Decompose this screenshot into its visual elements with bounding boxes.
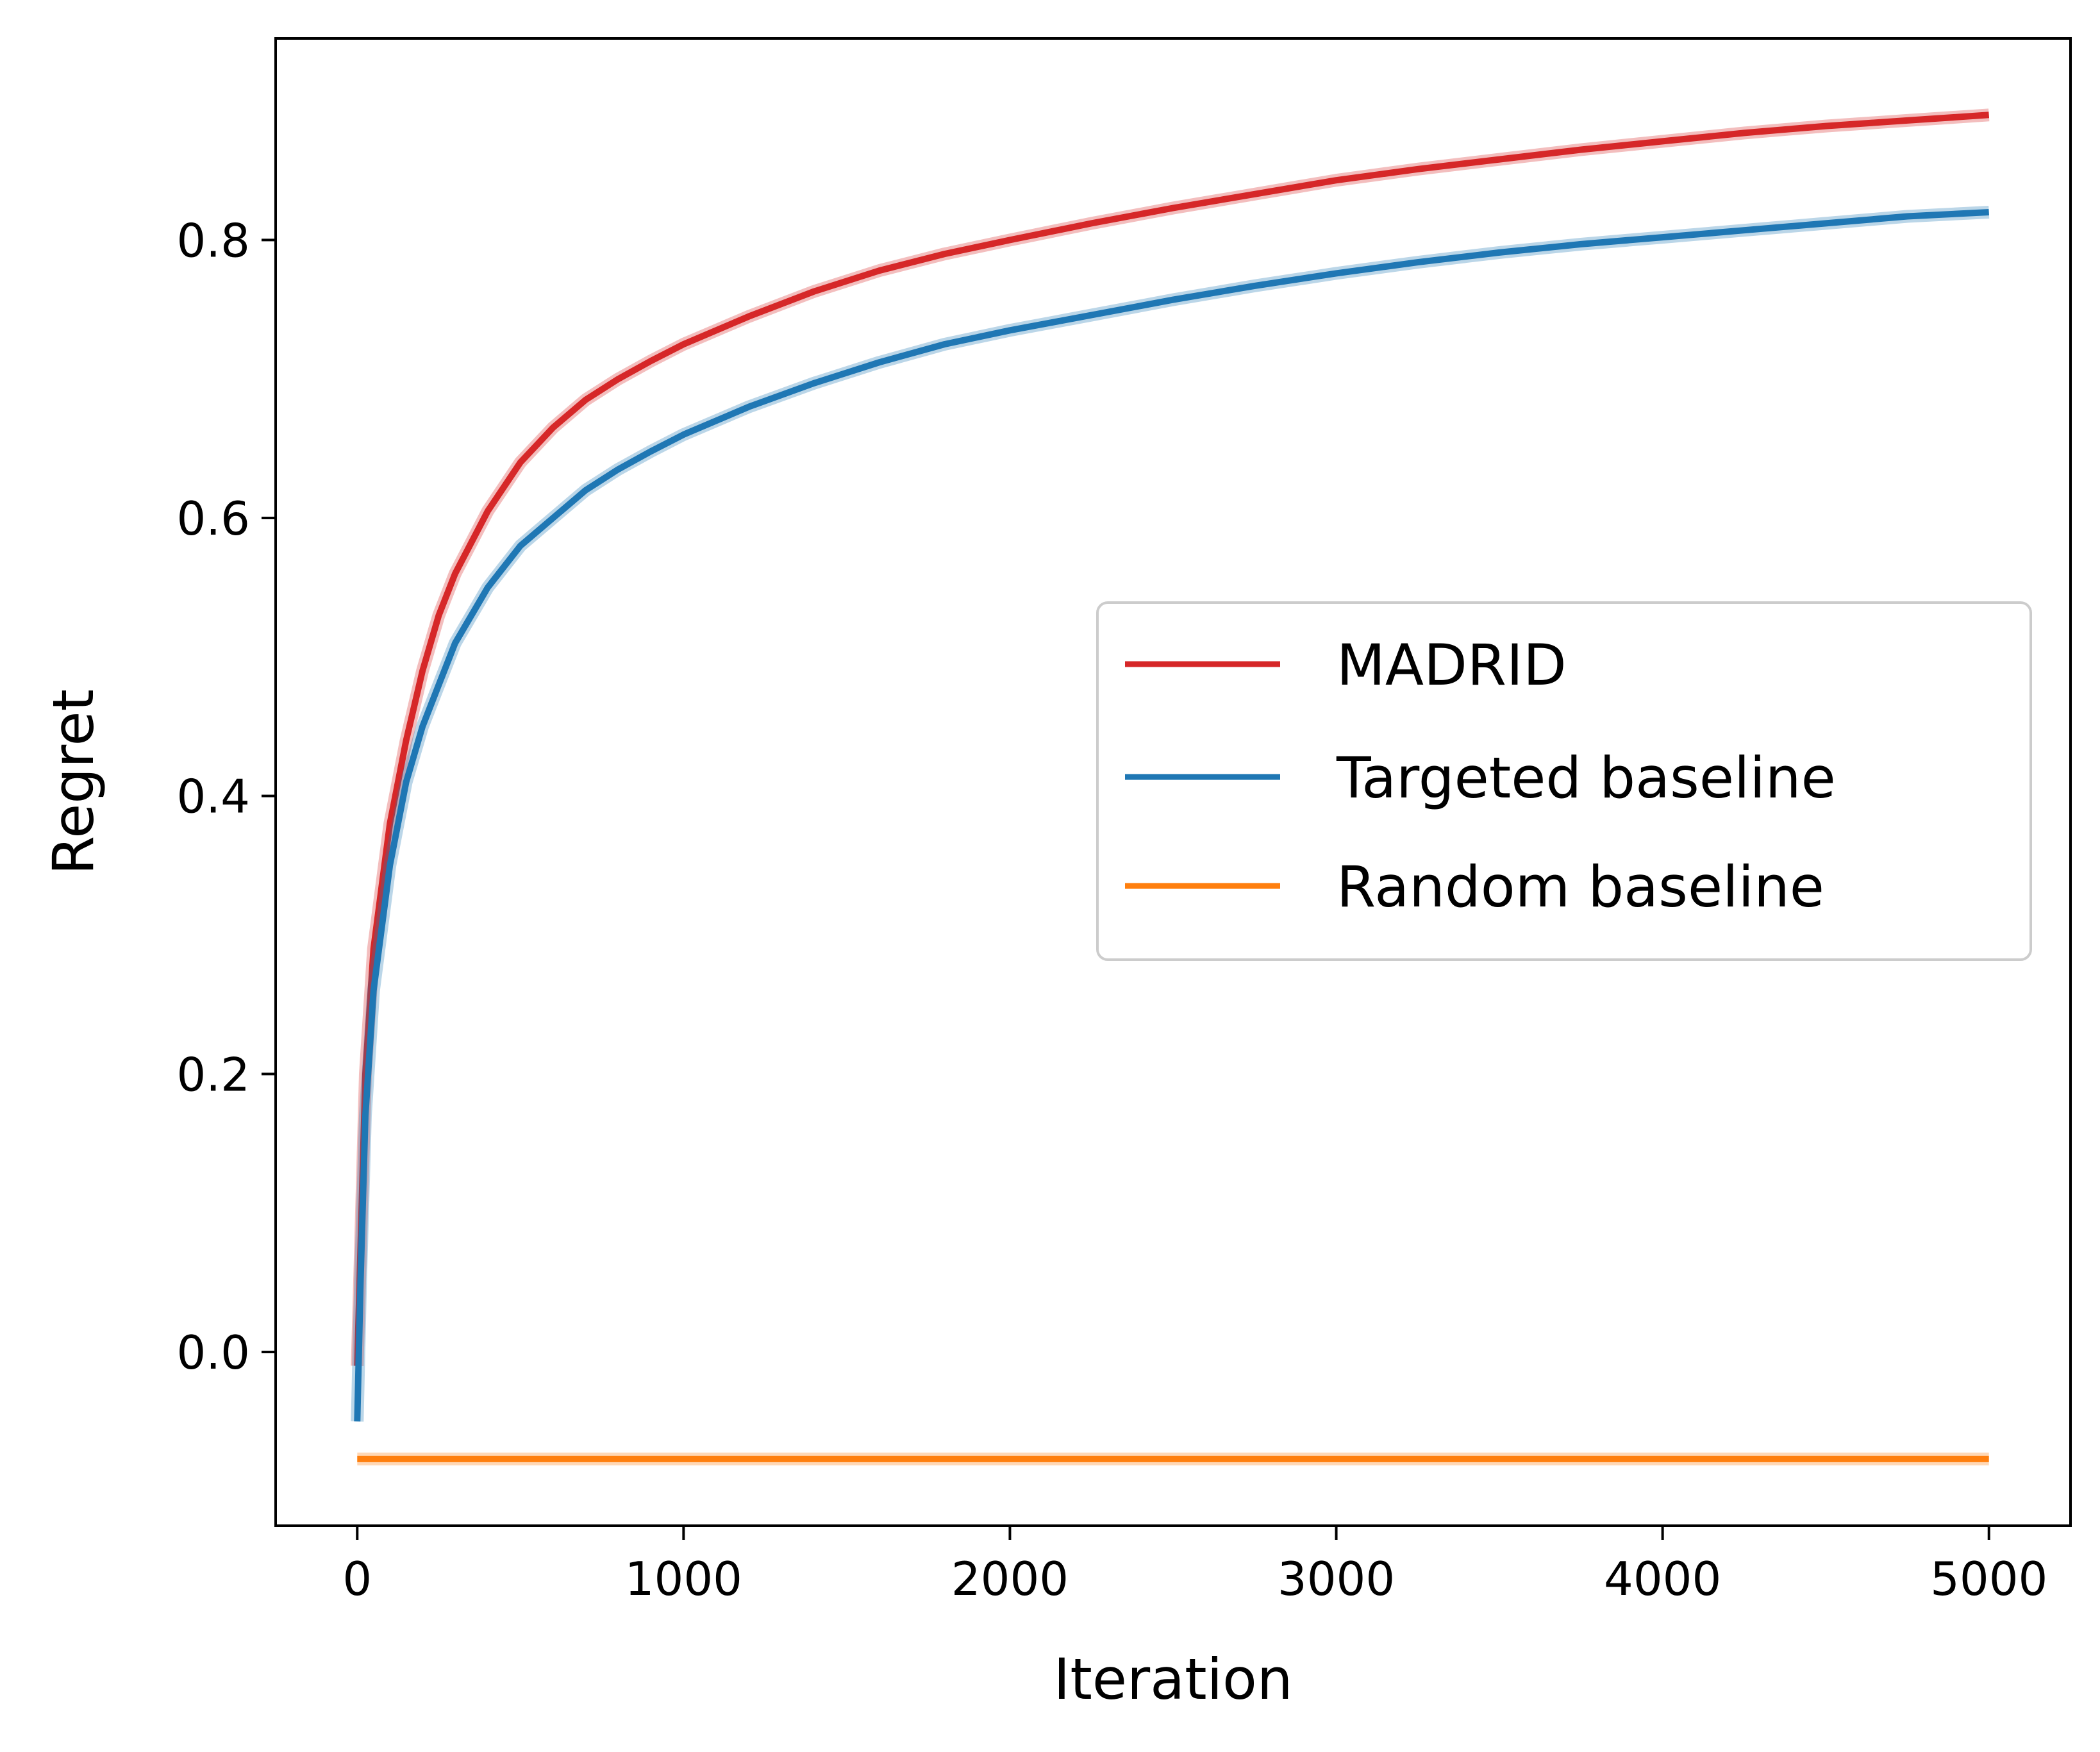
legend: MADRID Targeted baseline Random baseline — [1096, 601, 2032, 961]
x-tick-label: 0 — [342, 1552, 372, 1606]
y-tick-label: 0.6 — [176, 492, 250, 546]
x-tick-label: 2000 — [951, 1552, 1069, 1606]
x-ticks: 0 1000 2000 3000 4000 5000 — [342, 1526, 2047, 1606]
x-tick-label: 1000 — [625, 1552, 742, 1606]
series-line-targeted-baseline — [354, 209, 1989, 1422]
y-tick-label: 0.4 — [176, 770, 250, 824]
x-axis-label: Iteration — [1053, 1646, 1292, 1712]
x-tick-label: 5000 — [1930, 1552, 2047, 1606]
y-tick-label: 0.8 — [176, 213, 250, 267]
plot-frame — [274, 37, 2072, 1527]
series-layer — [351, 108, 1990, 1465]
y-ticks: 0.0 0.2 0.4 0.6 0.8 — [176, 213, 276, 1380]
x-tick-label: 3000 — [1278, 1552, 1395, 1606]
series-line-madrid — [354, 112, 1990, 1366]
legend-box — [1096, 601, 2032, 961]
y-tick-label: 0.0 — [176, 1326, 250, 1380]
y-tick-label: 0.2 — [176, 1047, 250, 1101]
y-axis-label: Regret — [40, 689, 106, 875]
legend-label-targeted-baseline: Targeted baseline — [1336, 745, 1836, 811]
x-tick-label: 4000 — [1604, 1552, 1721, 1606]
legend-label-madrid: MADRID — [1337, 632, 1567, 698]
legend-label-random-baseline: Random baseline — [1337, 854, 1824, 920]
